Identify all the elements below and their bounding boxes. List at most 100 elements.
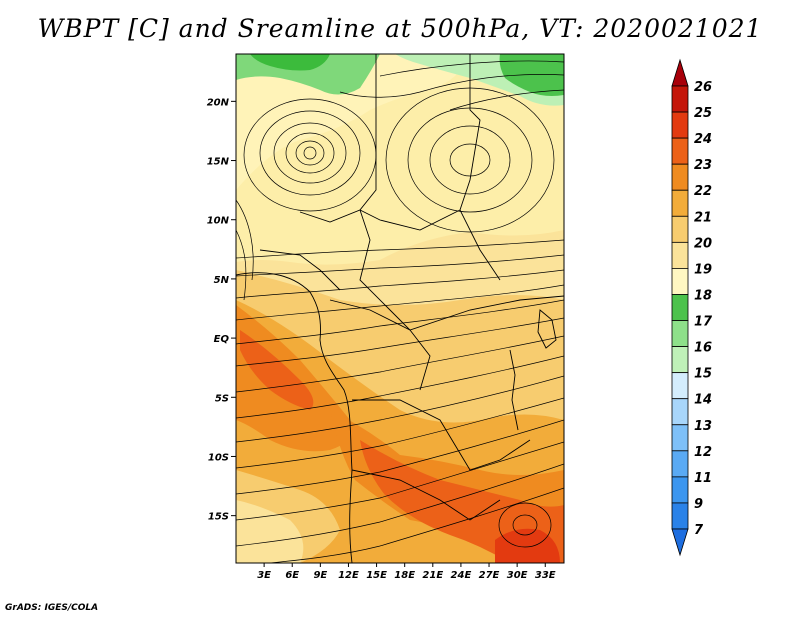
streamline (339, 74, 564, 98)
streamline (379, 60, 564, 77)
x-tick-label: 27E (479, 570, 500, 581)
border-line (351, 469, 501, 521)
y-tick-label: 10N (207, 216, 230, 227)
colorbar-label: 13 (694, 419, 712, 434)
streamline (236, 299, 564, 345)
streamline (236, 419, 564, 495)
colorbar-label: 19 (694, 262, 712, 277)
x-tick-label: 24E (451, 570, 472, 581)
x-tick-label: 30E (507, 570, 528, 581)
country-borders (236, 54, 564, 563)
border-line (359, 54, 431, 391)
colorbar-cell (671, 320, 689, 347)
colorbar-cell (671, 372, 689, 400)
border-line (329, 295, 564, 331)
colorbar-label: 25 (694, 106, 712, 121)
colorbar-cell (671, 398, 689, 426)
colorbar-cell (671, 111, 689, 139)
streamline (429, 125, 511, 195)
colorbar-label: 14 (694, 393, 712, 408)
x-tick-label: 33E (535, 570, 556, 581)
lake-outline (509, 349, 519, 431)
x-tick-label: 3E (257, 570, 271, 581)
colorbar-label: 11 (694, 471, 712, 486)
colorbar-cell (671, 424, 689, 452)
colorbar-cell (671, 268, 689, 295)
streamline (449, 89, 564, 111)
x-tick-label: 12E (338, 570, 359, 581)
colorbar: 7 9 11 12 13 14 15 16 17 18 19 20 21 22 23 24 25 26 (671, 58, 713, 557)
map-plot-area (235, 53, 565, 564)
grads-credit: GrADS: IGES/COLA (5, 603, 99, 613)
y-tick-label: 5S (215, 393, 229, 404)
colorbar-label: 17 (694, 315, 713, 330)
y-tick-label: 20N (207, 97, 230, 108)
colorbar-label: 21 (694, 210, 712, 225)
colorbar-cell (671, 502, 689, 530)
y-tick-label: 15S (208, 512, 229, 523)
y-tick-label: 5N (214, 275, 230, 286)
wbpt-field-25 (495, 528, 560, 563)
colorbar-cell (671, 215, 689, 243)
coastline (236, 272, 353, 563)
x-tick-label: 15E (366, 570, 387, 581)
streamline (449, 143, 491, 177)
streamline (236, 335, 564, 393)
streamline (385, 87, 555, 233)
colorbar-cell (671, 241, 689, 269)
wbpt-field-19-sw (236, 500, 304, 563)
streamline (236, 397, 564, 469)
y-tick-label: EQ (214, 334, 230, 345)
streamline (236, 284, 564, 321)
colorbar-cell (671, 137, 689, 165)
x-axis-ticks: 3E 6E 9E 12E 15E 18E 21E 24E 27E 30E 33E (257, 563, 556, 581)
streamline (407, 107, 533, 213)
streamline (236, 269, 564, 299)
streamline (498, 502, 552, 548)
streamline (236, 239, 564, 259)
wbpt-field-16-north (250, 54, 330, 71)
colorbar-label: 20 (694, 236, 712, 251)
streamline (273, 122, 347, 184)
colorbar-bottom-triangle (671, 528, 689, 557)
border-line (352, 399, 531, 471)
colorbar-label: 22 (694, 184, 712, 199)
streamline (285, 132, 335, 174)
colorbar-cell (671, 476, 689, 504)
x-tick-label: 18E (394, 570, 415, 581)
colorbar-label: 24 (694, 132, 712, 147)
x-tick-label: 9E (313, 570, 327, 581)
colorbar-label: 16 (694, 341, 712, 356)
streamline (236, 229, 247, 301)
colorbar-cell (671, 85, 689, 113)
streamline (236, 375, 564, 443)
colorbar-cell (671, 189, 689, 217)
streamline (236, 317, 564, 367)
colorbar-label: 12 (694, 445, 712, 460)
wbpt-field-24 (240, 330, 314, 410)
y-tick-label: 15N (207, 157, 230, 168)
x-tick-label: 6E (285, 570, 299, 581)
streamlines (236, 60, 564, 563)
chart-title: WBPT [C] and Sreamline at 500hPa, VT: 20… (37, 14, 763, 43)
colorbar-label: 26 (694, 80, 712, 95)
streamline (236, 355, 564, 419)
colorbar-top-triangle (671, 58, 689, 87)
streamline (303, 146, 317, 160)
colorbar-cell (671, 294, 689, 321)
colorbar-cell (671, 163, 689, 191)
wbpt-field-16-ne (499, 54, 564, 96)
colorbar-label: 15 (694, 367, 712, 382)
map-frame (235, 53, 565, 564)
border-line (259, 249, 341, 291)
border-line (459, 54, 501, 281)
streamline (295, 140, 325, 166)
colorbar-cell (671, 450, 689, 478)
y-tick-label: 10S (208, 452, 229, 463)
colorbar-label: 18 (694, 288, 712, 303)
streamline (512, 514, 538, 536)
streamline (236, 199, 254, 281)
streamline (236, 441, 564, 521)
colorbar-label: 9 (694, 497, 703, 512)
